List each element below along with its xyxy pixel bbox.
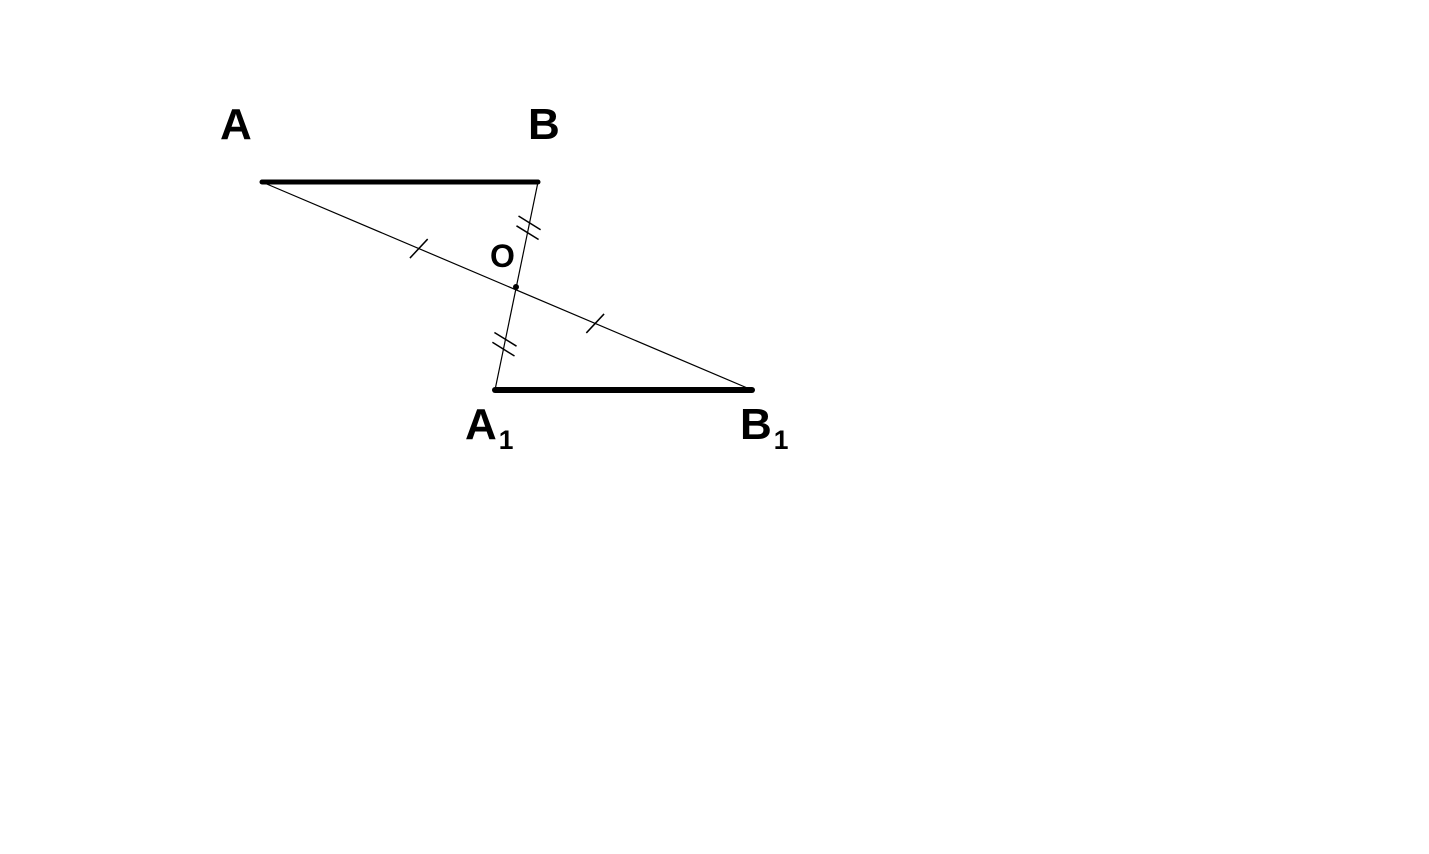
label-B1: B1 (740, 400, 788, 456)
label-B: B (528, 100, 560, 150)
label-A: A (220, 100, 252, 150)
label-O: O (490, 238, 515, 275)
diagram-canvas (0, 0, 1429, 854)
geometry-diagram: A B O A1 B1 (0, 0, 1429, 854)
label-A1: A1 (465, 400, 513, 456)
